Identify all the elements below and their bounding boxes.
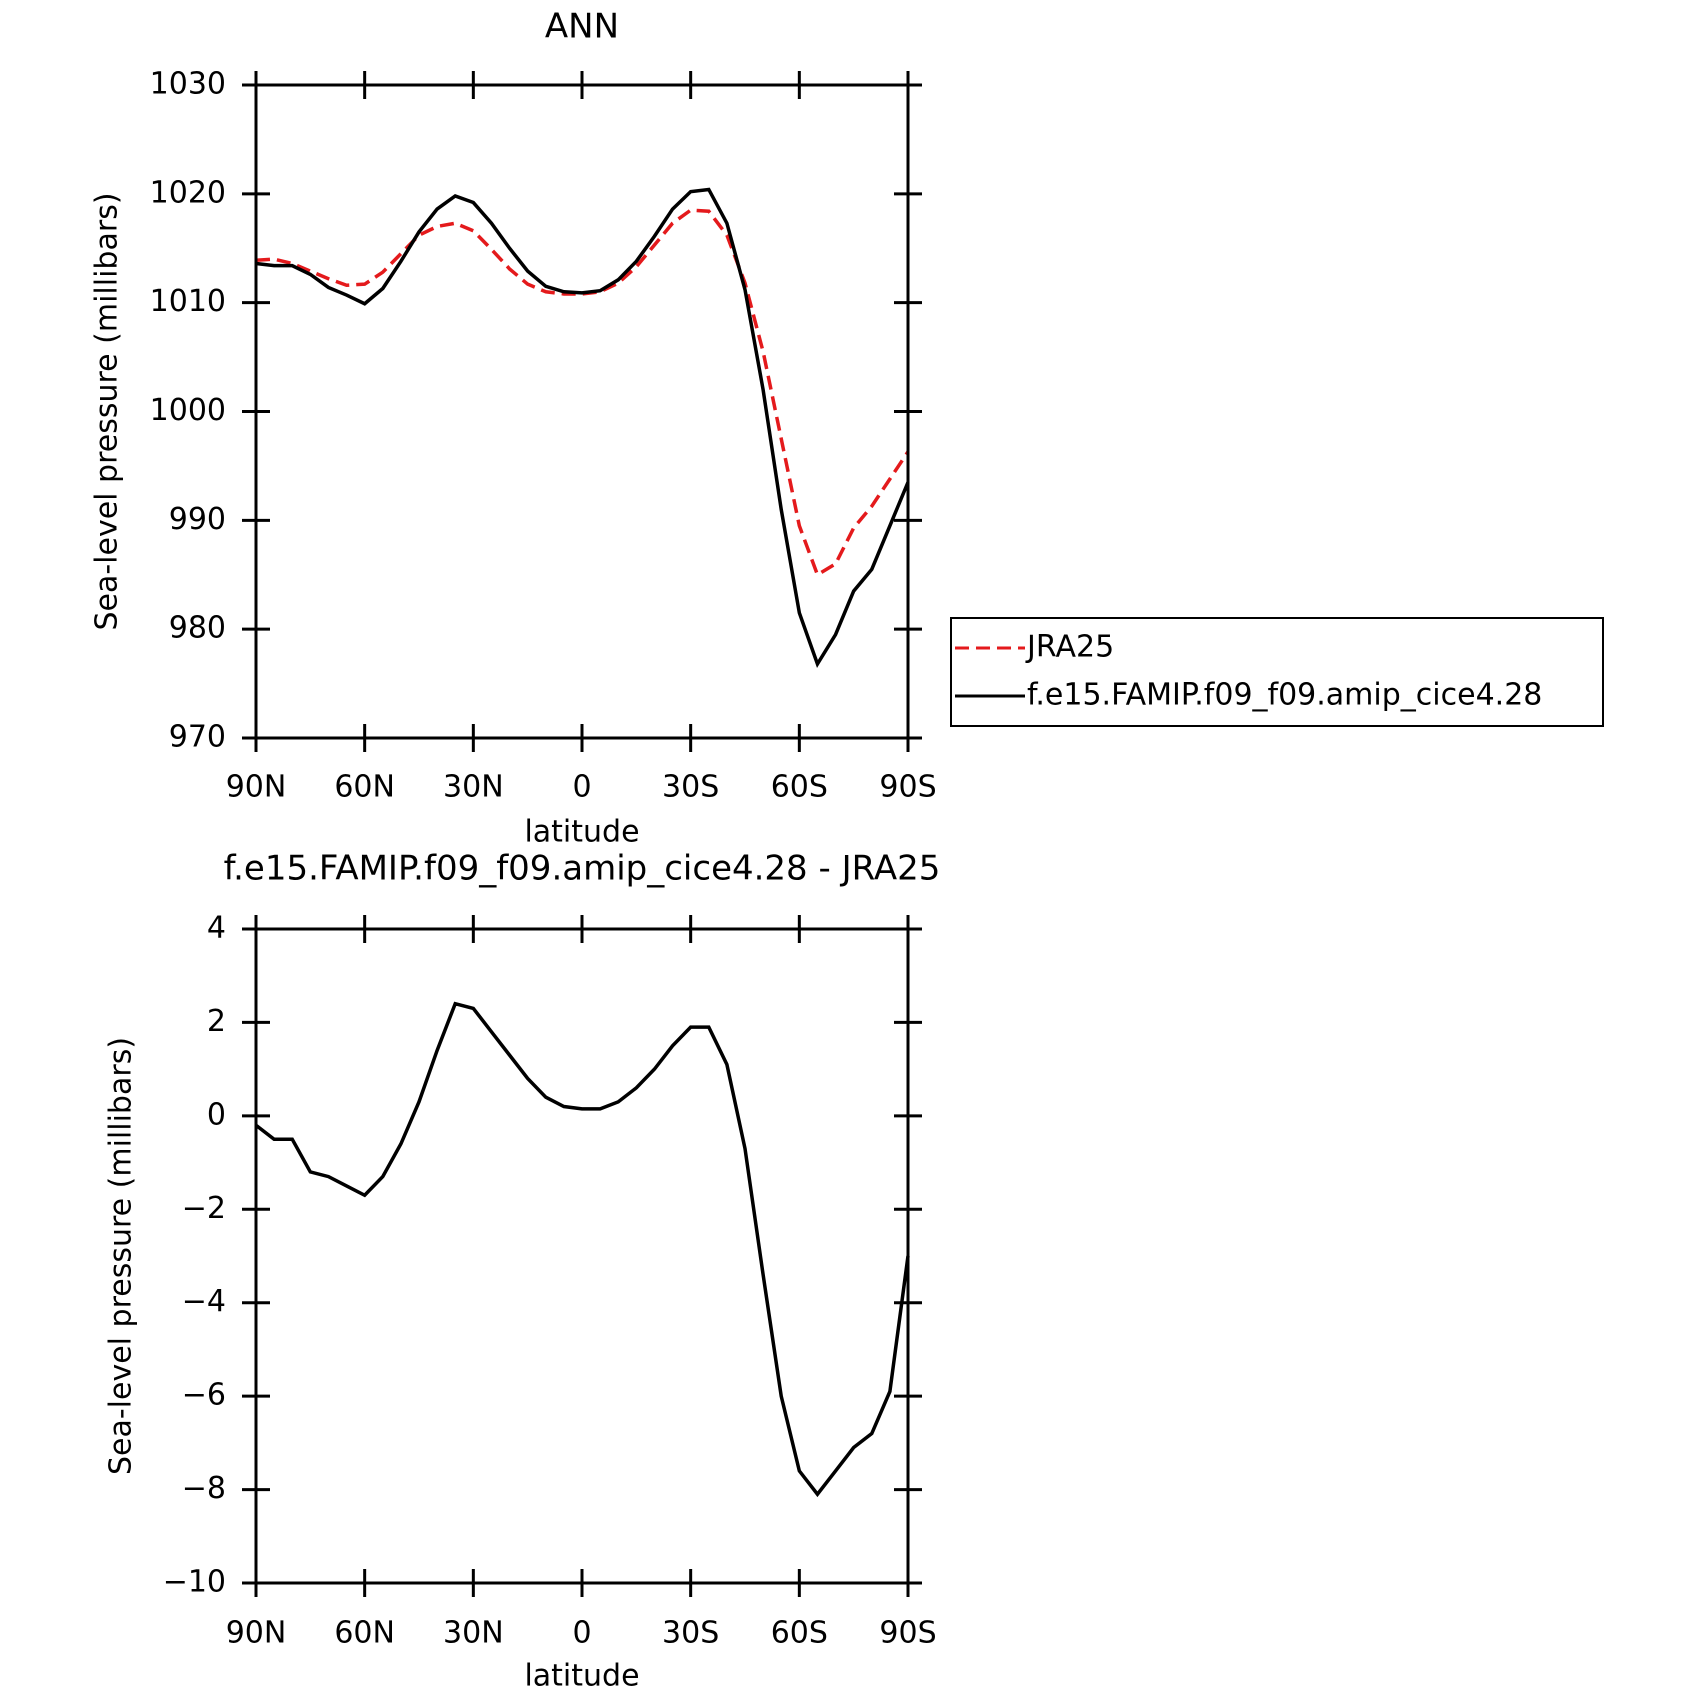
chart-title: f.e15.FAMIP.f09_f09.amip_cice4.28 - JRA2… <box>224 849 941 889</box>
plot-frame <box>254 83 910 740</box>
y-tick-label: 1030 <box>150 67 226 102</box>
legend-box <box>950 617 1604 727</box>
x-tick-label: 30N <box>443 1616 504 1651</box>
x-tick-label: 90S <box>879 770 936 805</box>
x-tick-label: 0 <box>572 770 591 805</box>
x-axis-label: latitude <box>524 1659 639 1691</box>
y-axis-label: Sea-level pressure (millibars) <box>104 1037 139 1475</box>
y-tick-label: 970 <box>169 720 226 755</box>
data-line <box>254 1001 910 1498</box>
y-tick-label: −6 <box>182 1378 226 1413</box>
y-tick-label: 990 <box>169 502 226 537</box>
legend-label: JRA25 <box>1025 630 1114 665</box>
x-tick-label: 90S <box>879 1616 936 1651</box>
legend-label: f.e15.FAMIP.f09_f09.amip_cice4.28 <box>1027 678 1542 713</box>
plot-frame <box>254 927 910 1585</box>
y-tick-label: 1000 <box>150 393 226 428</box>
y-tick-label: 0 <box>207 1097 226 1132</box>
x-axis-label: latitude <box>524 815 639 850</box>
x-tick-label: 60S <box>771 770 828 805</box>
x-tick-label: 0 <box>572 1616 591 1651</box>
chart-title: ANN <box>545 7 619 47</box>
y-tick-label: −2 <box>182 1191 226 1226</box>
x-tick-label: 90N <box>226 1616 287 1651</box>
data-line <box>255 208 910 578</box>
x-tick-label: 30S <box>662 770 719 805</box>
y-tick-label: −8 <box>182 1471 226 1506</box>
y-tick-label: 4 <box>207 911 226 946</box>
x-tick-label: 60S <box>771 1616 828 1651</box>
y-tick-label: 1020 <box>150 175 226 210</box>
y-tick-label: −10 <box>163 1565 226 1600</box>
data-line <box>255 187 910 669</box>
x-tick-label: 30N <box>443 770 504 805</box>
x-tick-label: 30S <box>662 1616 719 1651</box>
y-tick-label: 2 <box>207 1004 226 1039</box>
y-tick-label: 980 <box>169 611 226 646</box>
x-tick-label: 90N <box>226 770 287 805</box>
y-tick-label: 1010 <box>150 284 226 319</box>
x-tick-label: 60N <box>334 1616 395 1651</box>
x-tick-label: 60N <box>334 770 395 805</box>
y-tick-label: −4 <box>182 1284 226 1319</box>
y-axis-label: Sea-level pressure (millibars) <box>90 192 125 630</box>
